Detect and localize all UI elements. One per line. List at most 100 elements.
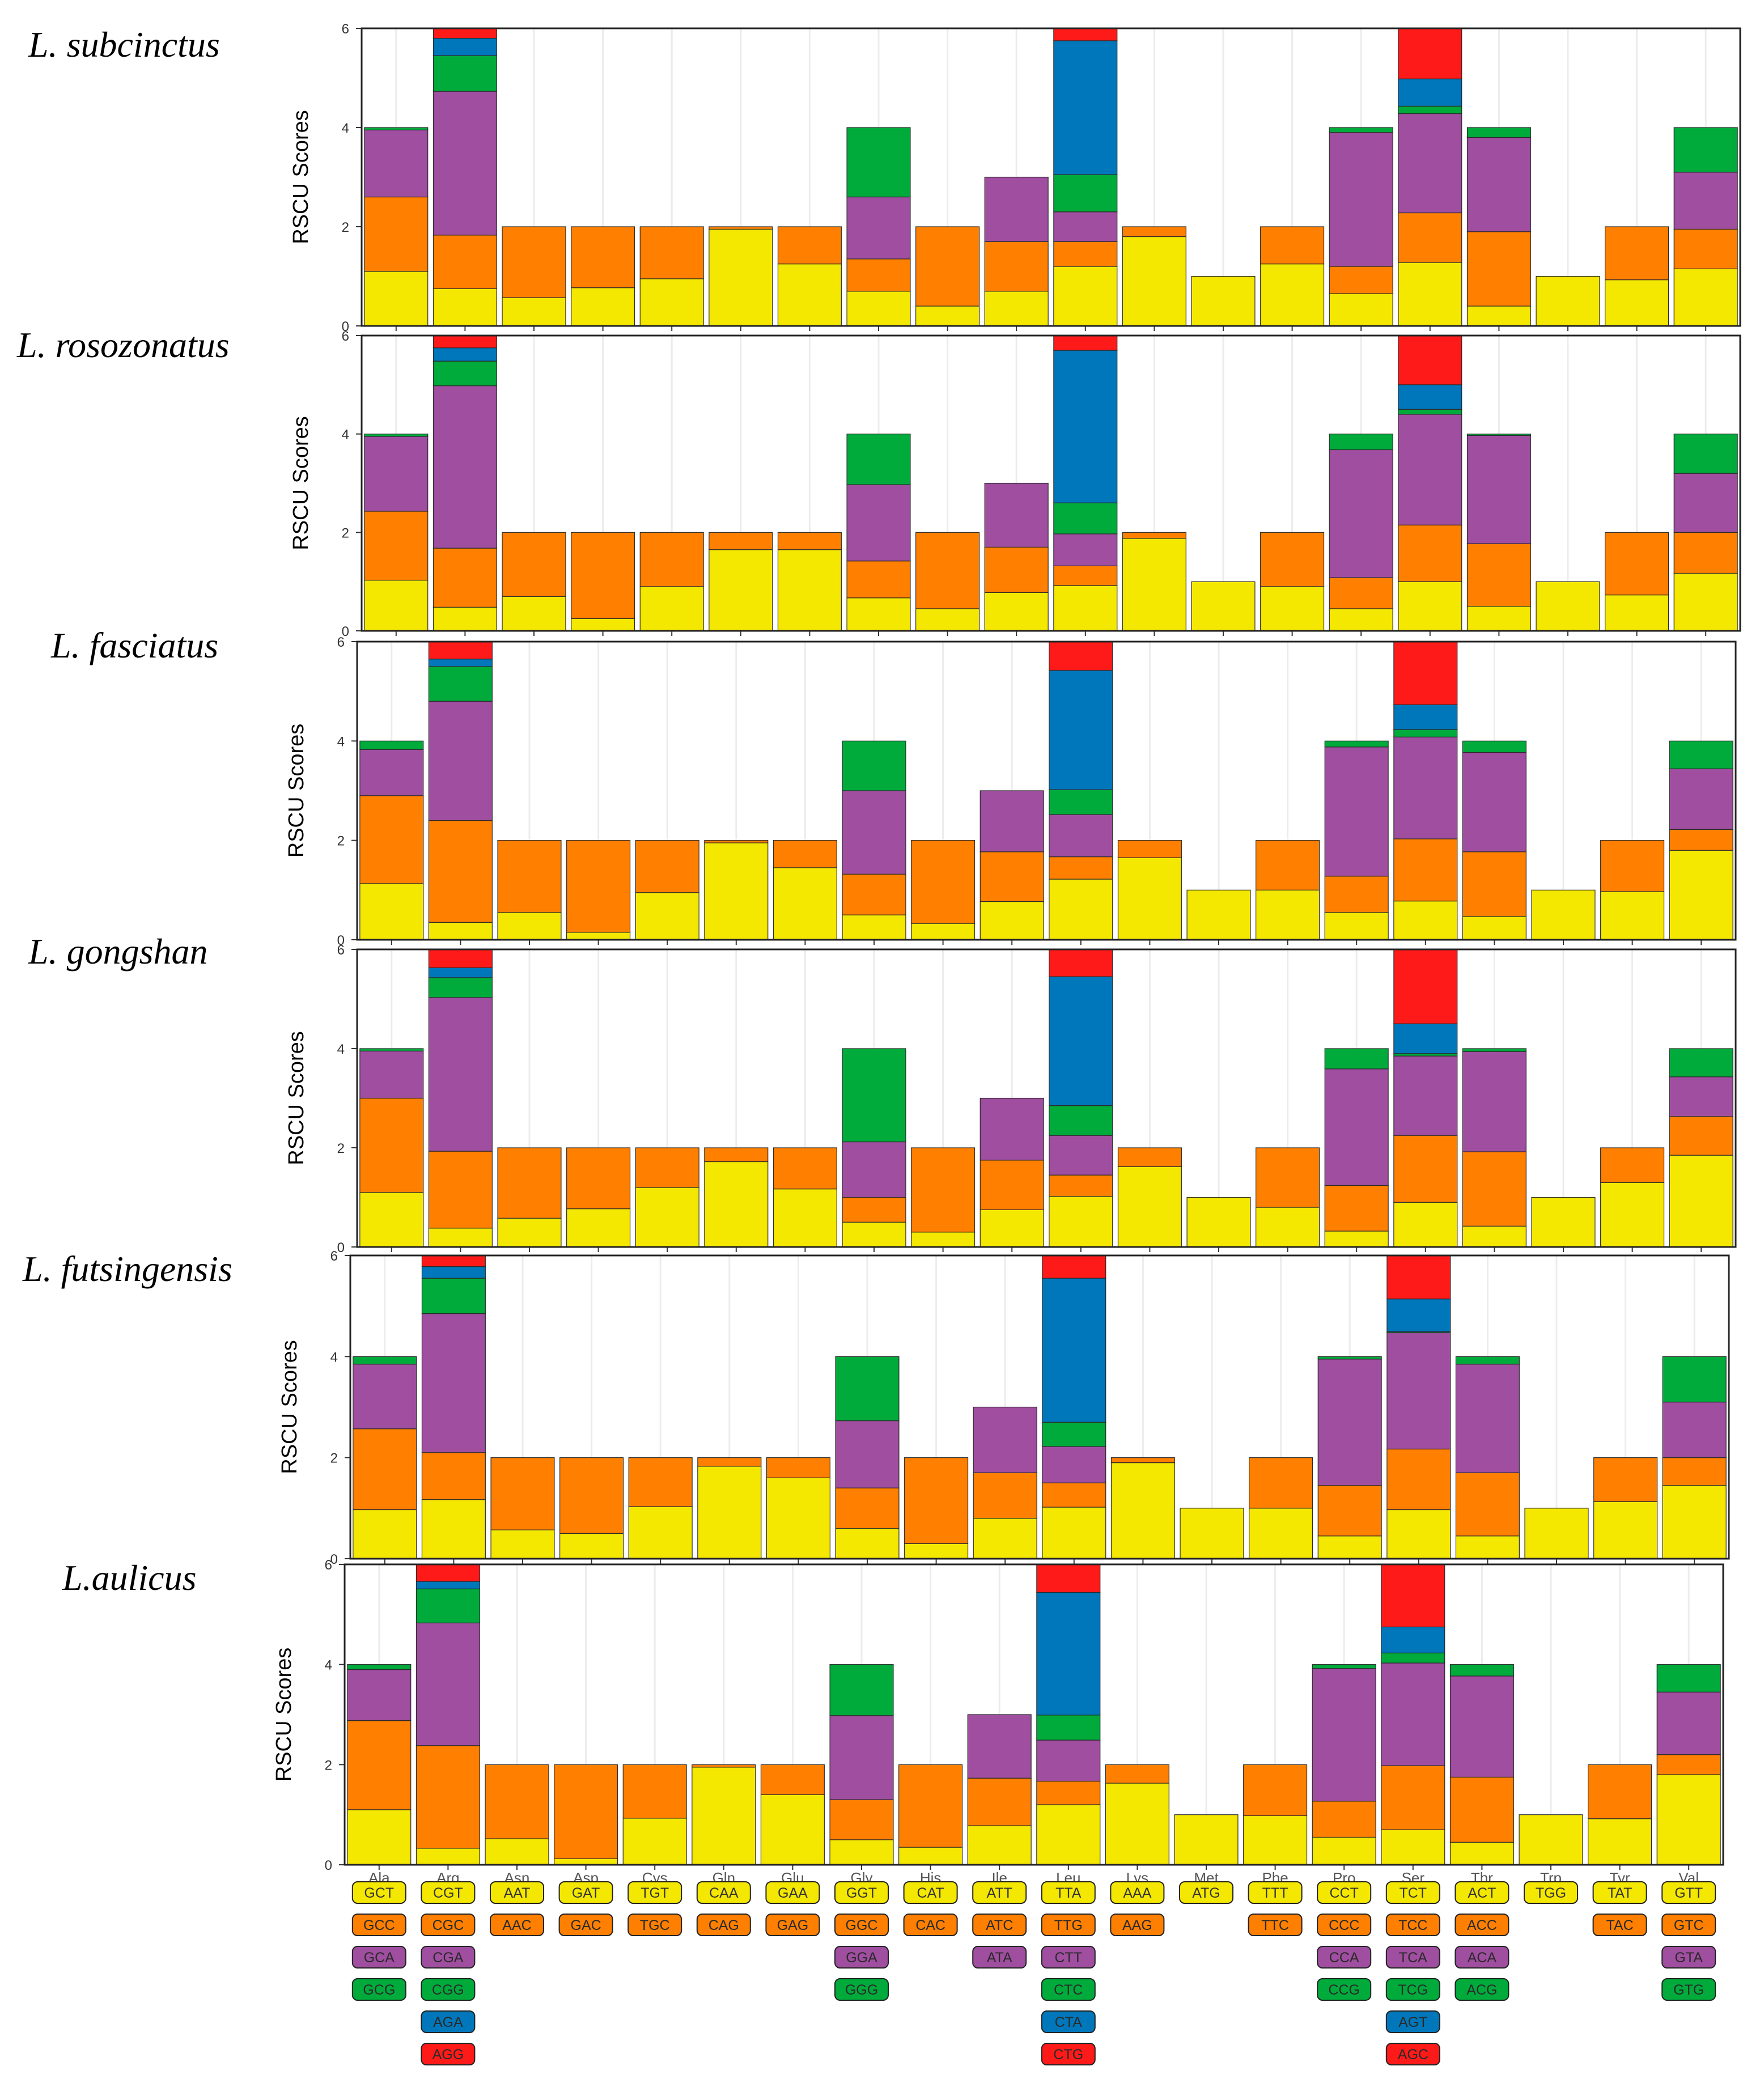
- y-tick-label: 2: [330, 1451, 338, 1466]
- bar-pro-ccg: [1324, 1048, 1389, 1070]
- bar-tyr-tat: [1593, 1501, 1658, 1559]
- codon-box-aat: [490, 1881, 544, 1904]
- codon-box-cag: [696, 1914, 751, 1936]
- bar-met-atg: [1186, 1197, 1251, 1248]
- y-tick-label: 4: [342, 427, 349, 443]
- codon-box-tgc: [627, 1914, 682, 1936]
- codon-box-aac: [490, 1914, 544, 1936]
- bar-ile-ata: [984, 176, 1049, 242]
- bar-arg-cgc: [421, 1452, 486, 1500]
- bar-val-gtg: [1662, 1356, 1727, 1403]
- bar-val-gtt: [1669, 1155, 1733, 1248]
- bar-leu-tta: [1053, 266, 1118, 326]
- bar-leu-ctg: [1053, 335, 1118, 351]
- bar-arg-aga: [428, 967, 493, 978]
- bar-phe-ttc: [1249, 1457, 1313, 1509]
- codon-box-gaa: [765, 1881, 820, 1904]
- bar-glu-gaa: [760, 1794, 825, 1865]
- bar-leu-ctt: [1042, 1446, 1106, 1483]
- codon-box-ctc: [1041, 1978, 1096, 2001]
- y-tick-label: 2: [337, 834, 345, 849]
- bar-gly-ggt: [829, 1839, 894, 1865]
- bar-thr-aca: [1455, 1364, 1520, 1474]
- codon-box-ccg: [1317, 1978, 1372, 2001]
- codon-label-tgg: TGG: [1536, 1885, 1566, 1901]
- species-label: L.aulicus: [62, 1558, 196, 1598]
- bar-ala-gct: [364, 271, 429, 326]
- species-label: L. fasciatus: [50, 625, 218, 665]
- bar-phe-ttt: [1256, 1207, 1320, 1248]
- bar-tyr-tat: [1605, 279, 1669, 326]
- bar-tyr-tat: [1600, 1182, 1665, 1248]
- bar-val-gta: [1673, 473, 1738, 533]
- bar-cys-tgt: [639, 278, 704, 326]
- bar-glu-gaa: [777, 264, 842, 326]
- codon-label-ggc: GGC: [846, 1917, 878, 1933]
- codon-box-ggg: [834, 1978, 889, 2001]
- bar-asp-gac: [571, 226, 635, 289]
- bar-asn-aat: [502, 596, 566, 631]
- y-tick-label: 4: [342, 121, 349, 136]
- codon-label-gag: GAG: [777, 1917, 809, 1933]
- bar-val-gtc: [1669, 829, 1733, 851]
- codon-label-gtt: GTT: [1674, 1885, 1703, 1901]
- codon-label-cga: CGA: [432, 1950, 464, 1966]
- bar-met-atg: [1180, 1508, 1244, 1559]
- codon-box-aag: [1110, 1914, 1165, 1936]
- bar-ser-agc: [1381, 1564, 1445, 1628]
- codon-label-agc: AGC: [1398, 2047, 1428, 2063]
- species-label: L. futsingensis: [22, 1249, 232, 1289]
- bar-ala-gca: [364, 129, 429, 198]
- bar-thr-acg: [1466, 434, 1531, 436]
- codon-label-ttc: TTC: [1261, 1917, 1289, 1933]
- codon-box-tct: [1385, 1881, 1440, 1904]
- bar-arg-cga: [428, 997, 493, 1152]
- codon-label-ctt: CTT: [1054, 1950, 1082, 1966]
- codon-label-gtg: GTG: [1673, 1982, 1704, 1998]
- bar-ala-gcg: [347, 1664, 412, 1670]
- y-tick-label: 0: [342, 319, 349, 334]
- bar-arg-agg: [428, 641, 493, 660]
- codon-box-tgt: [627, 1881, 682, 1904]
- bar-pro-cca: [1312, 1668, 1376, 1802]
- bar-gln-caa: [692, 1767, 756, 1865]
- bar-arg-cga: [421, 1313, 486, 1453]
- bar-val-gtc: [1673, 532, 1738, 574]
- bar-ser-tcg: [1393, 729, 1458, 737]
- codon-box-tta: [1041, 1881, 1096, 1904]
- bar-pro-ccg: [1324, 740, 1389, 748]
- codon-label-cat: CAT: [917, 1885, 944, 1901]
- y-tick-label: 4: [337, 1042, 345, 1057]
- bar-cys-tgt: [635, 892, 699, 940]
- bar-ser-tcc: [1398, 524, 1462, 582]
- codon-box-cgt: [421, 1881, 476, 1904]
- bar-cys-tgc: [635, 840, 699, 893]
- bar-ser-tcc: [1381, 1765, 1445, 1830]
- bar-asn-aat: [497, 912, 562, 940]
- bar-val-gtc: [1669, 1116, 1733, 1156]
- bar-val-gtg: [1673, 434, 1738, 474]
- bar-ser-agt: [1398, 384, 1462, 410]
- bar-tyr-tac: [1600, 840, 1665, 892]
- codon-label-atc: ATC: [986, 1917, 1013, 1933]
- bar-val-gtc: [1662, 1457, 1727, 1486]
- bar-leu-tta: [1053, 585, 1118, 631]
- bar-asn-aac: [485, 1764, 549, 1839]
- bar-leu-cta: [1049, 976, 1113, 1106]
- bar-thr-acc: [1462, 1151, 1526, 1227]
- bar-leu-tta: [1042, 1507, 1106, 1559]
- codon-box-tcg: [1385, 1978, 1440, 2001]
- bar-ile-atc: [984, 241, 1049, 292]
- codon-box-gcg: [351, 1978, 406, 2001]
- codon-box-tcc: [1385, 1914, 1440, 1936]
- bar-thr-act: [1455, 1535, 1520, 1559]
- bar-arg-cgg: [432, 55, 497, 92]
- bar-arg-cgg: [428, 977, 493, 998]
- bar-val-gta: [1662, 1401, 1727, 1458]
- bar-asp-gac: [554, 1764, 618, 1859]
- codon-box-ggc: [834, 1914, 889, 1936]
- bar-leu-cta: [1049, 670, 1113, 790]
- codon-label-acg: ACG: [1466, 1982, 1497, 1998]
- bar-pro-ccg: [1329, 127, 1393, 133]
